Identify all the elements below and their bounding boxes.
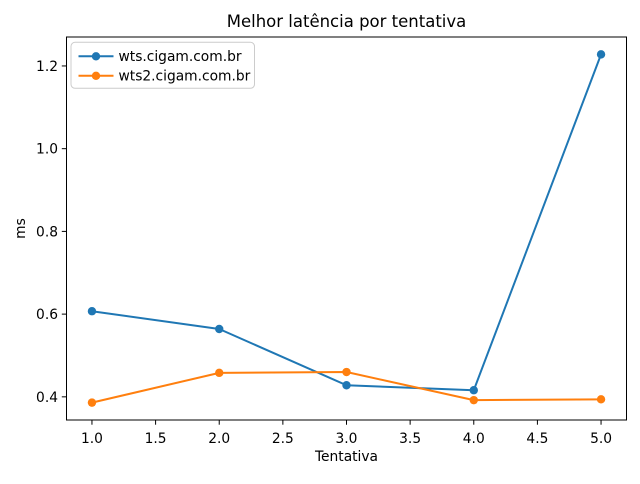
x-tick-label: 2.0 — [208, 431, 230, 447]
x-axis-label: Tentativa — [314, 449, 378, 465]
x-tick-label: 4.0 — [463, 431, 485, 447]
data-point-marker — [87, 398, 97, 407]
legend-sample-marker — [91, 71, 101, 81]
y-tick-label: 0.4 — [36, 390, 58, 406]
y-tick-label: 1.2 — [36, 59, 58, 75]
x-tick-label: 1.5 — [145, 431, 167, 447]
data-point-marker — [215, 368, 224, 378]
x-tick-label: 3.0 — [336, 431, 358, 447]
data-point-marker — [596, 395, 606, 404]
legend-sample-marker — [91, 52, 101, 61]
legend-entry-label: wts2.cigam.com.br — [119, 69, 251, 85]
x-tick-label: 5.0 — [590, 431, 612, 447]
data-point-marker — [596, 50, 606, 59]
x-tick-label: 1.0 — [81, 431, 103, 447]
data-point-marker — [342, 381, 351, 390]
data-point-marker — [342, 367, 351, 377]
plot-frame — [66, 36, 627, 421]
chart-title: Melhor latência por tentativa — [227, 12, 467, 31]
x-tick-label: 4.5 — [526, 431, 548, 447]
data-point-marker — [469, 386, 478, 395]
data-point-marker — [87, 307, 97, 316]
legend-entry-label: wts.cigam.com.br — [119, 49, 242, 65]
x-tick-label: 3.5 — [399, 431, 421, 447]
y-tick-label: 1.0 — [36, 142, 58, 158]
x-tick-label: 2.5 — [272, 431, 294, 447]
y-axis-label: ms — [13, 218, 29, 239]
y-tick-label: 0.6 — [36, 307, 58, 323]
data-point-marker — [215, 324, 224, 334]
y-tick-label: 0.8 — [36, 224, 58, 240]
legend-box — [70, 41, 255, 89]
series-line — [91, 54, 602, 392]
chart-root: 1.0 1.5 2.0 2.5 3.0 3.5 4.0 4.5 5.0 0.4 0.6 0.8 1.0 1… — [13, 12, 627, 465]
legend: wts.cigam.com.br wts2.cigam.com.br — [70, 41, 255, 89]
data-point-marker — [469, 395, 478, 405]
